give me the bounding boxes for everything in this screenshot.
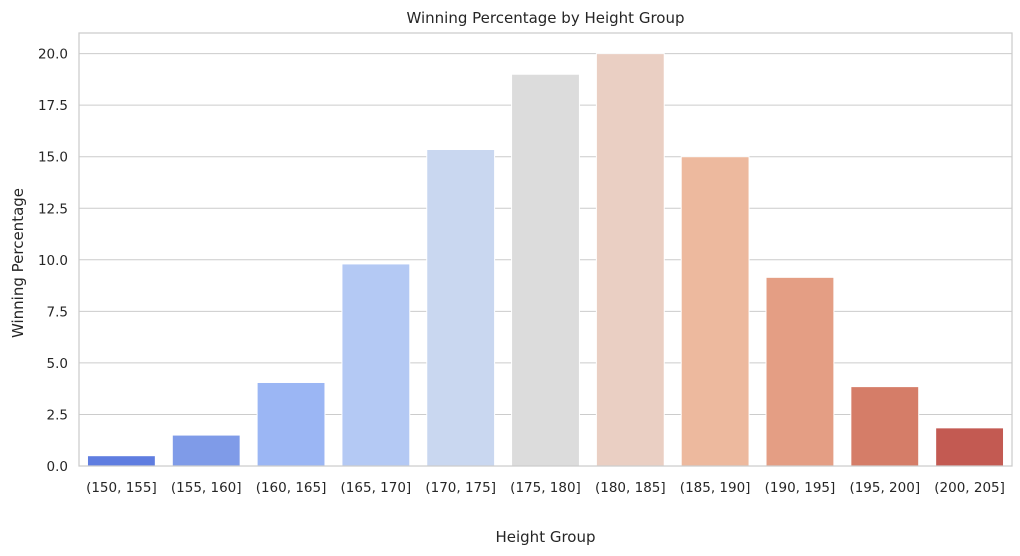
plot-frame xyxy=(78,32,1013,467)
y-tick-label: 2.5 xyxy=(47,407,68,423)
x-tick-label: (200, 205] xyxy=(934,480,1005,496)
bar-6 xyxy=(595,53,665,467)
chart-title: Winning Percentage by Height Group xyxy=(407,9,685,27)
x-tick-label: (185, 190] xyxy=(680,480,751,496)
y-tick-label: 0.0 xyxy=(47,459,68,475)
y-tick-label: 20.0 xyxy=(38,47,68,63)
x-tick-label: (165, 170] xyxy=(341,480,412,496)
bar-9 xyxy=(850,386,920,467)
x-tick-label: (180, 185] xyxy=(595,480,666,496)
y-tick-labels: 0.0 2.5 5.0 7.5 10.0 12.5 15.0 17.5 20.0 xyxy=(38,47,68,475)
x-axis-label: Height Group xyxy=(495,528,595,546)
x-tick-label: (155, 160] xyxy=(171,480,242,496)
x-tick-label: (175, 180] xyxy=(510,480,581,496)
y-tick-label: 12.5 xyxy=(38,201,68,217)
bar-1 xyxy=(171,434,241,467)
bar-4 xyxy=(426,148,496,467)
x-tick-label: (190, 195] xyxy=(765,480,836,496)
y-tick-label: 5.0 xyxy=(47,356,68,372)
y-tick-label: 15.0 xyxy=(38,150,68,166)
y-tick-label: 10.0 xyxy=(38,253,68,269)
bar-2 xyxy=(256,381,326,467)
x-tick-labels: (150, 155] (155, 160] (160, 165] (165, 170]… xyxy=(86,480,1005,496)
bar-3 xyxy=(341,263,411,467)
y-tick-label: 7.5 xyxy=(47,304,68,320)
x-tick-label: (195, 200] xyxy=(849,480,920,496)
bar-0 xyxy=(86,455,156,467)
bar-8 xyxy=(765,276,835,467)
bars xyxy=(86,53,1005,467)
y-tick-label: 17.5 xyxy=(38,98,68,114)
bar-10 xyxy=(935,427,1005,467)
y-axis-label: Winning Percentage xyxy=(9,188,27,338)
bar-7 xyxy=(680,156,750,467)
x-tick-label: (160, 165] xyxy=(256,480,327,496)
bar-5 xyxy=(511,73,580,467)
x-tick-label: (150, 155] xyxy=(86,480,157,496)
x-tick-label: (170, 175] xyxy=(425,480,496,496)
